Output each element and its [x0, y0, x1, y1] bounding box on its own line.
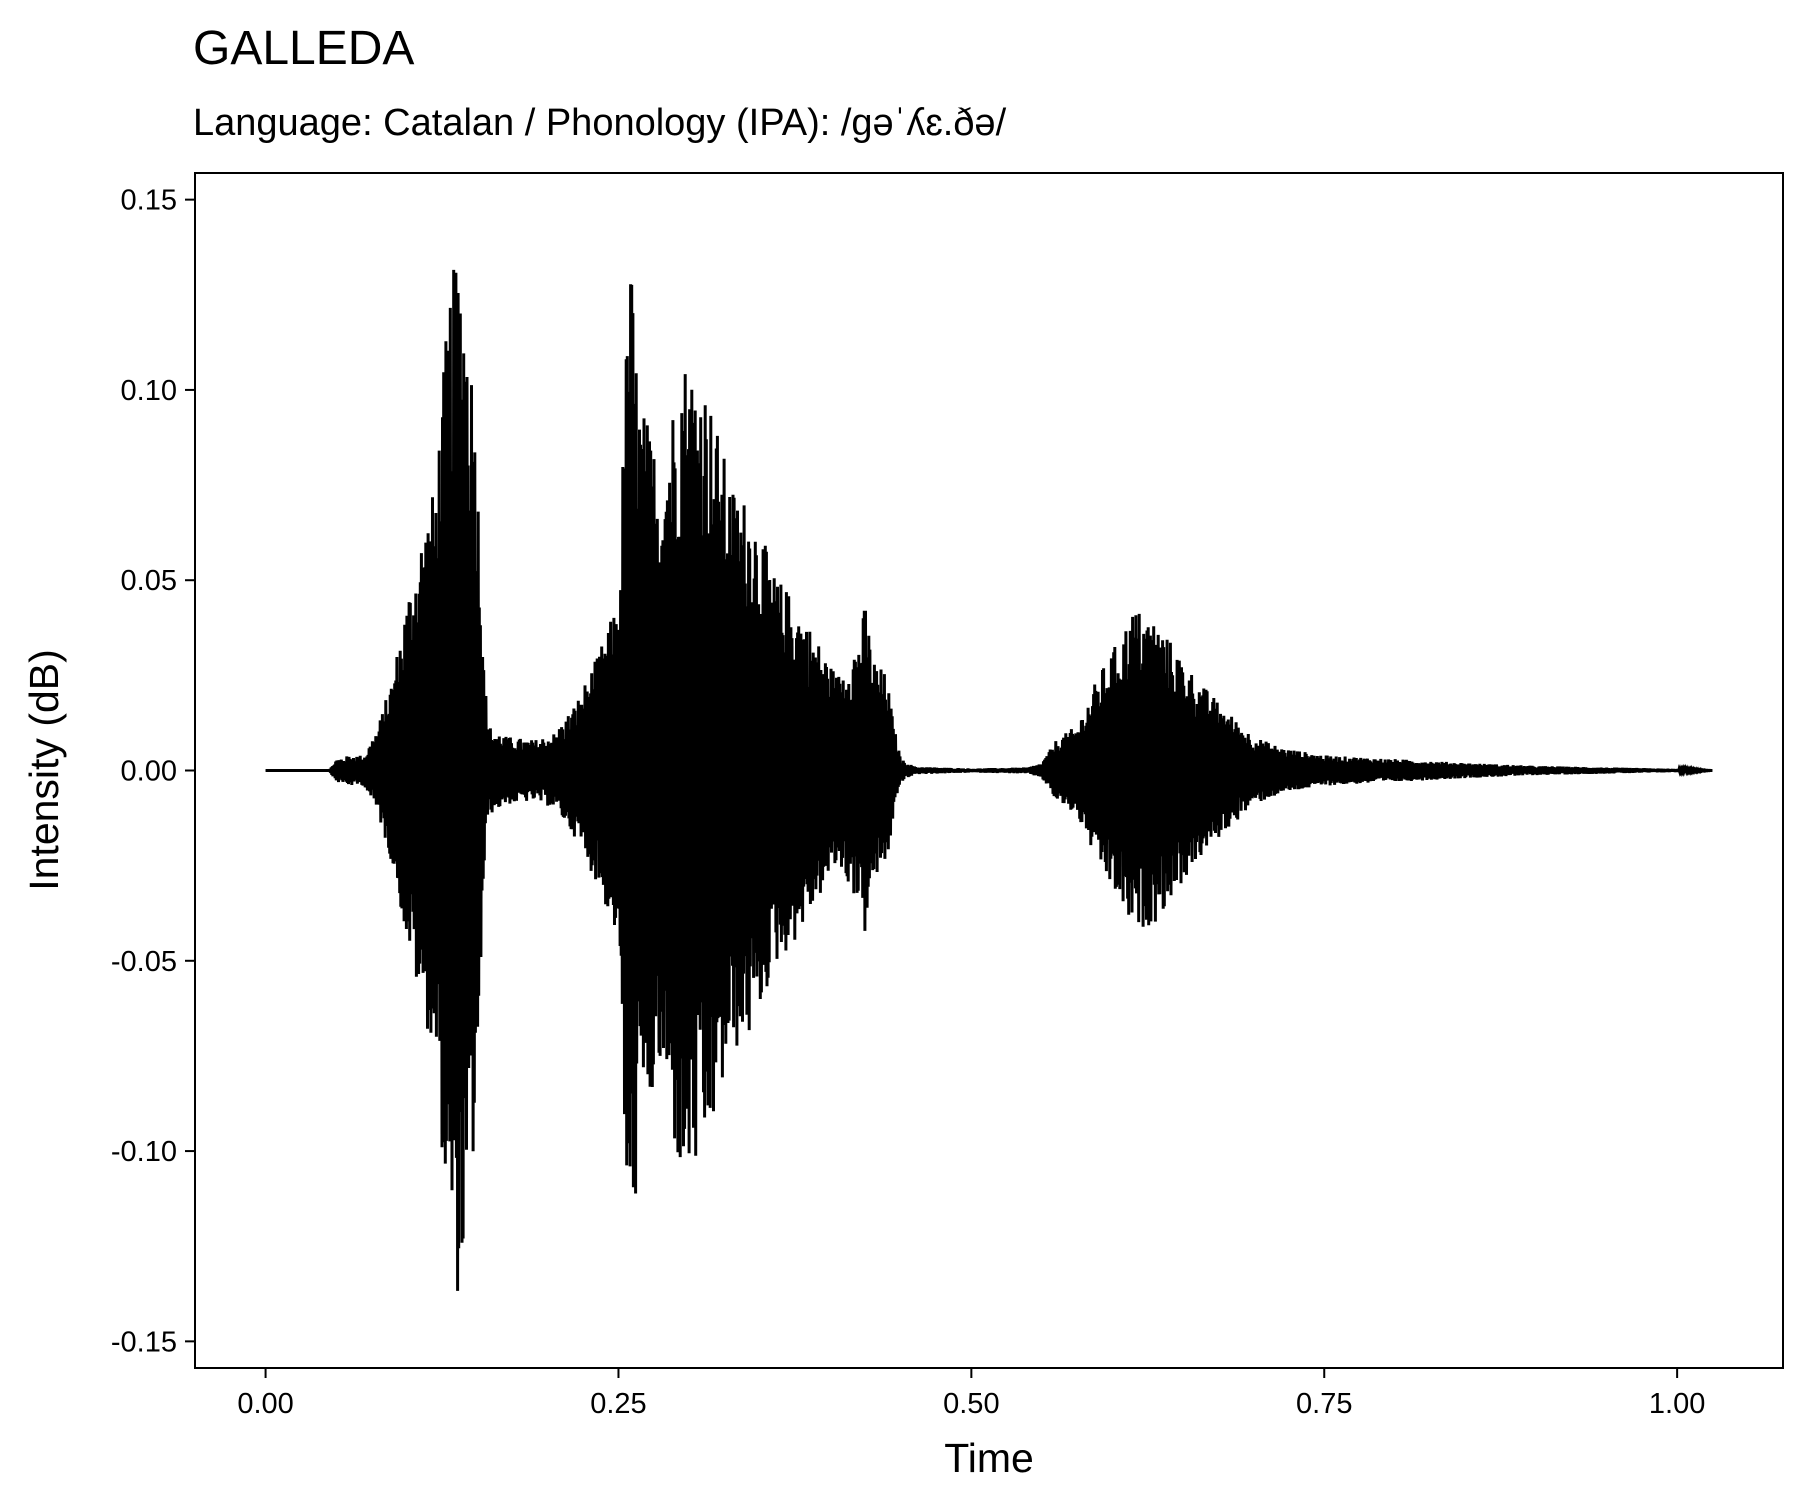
- chart-title: GALLEDA: [193, 22, 414, 75]
- y-tick-label: 0.15: [121, 185, 177, 217]
- x-tick-label: 1.00: [1649, 1388, 1705, 1420]
- y-axis: 0.15 0.10 0.05 0.00 -0.05 -0.10 -0.15: [111, 185, 195, 1358]
- y-tick-label: -0.10: [111, 1136, 177, 1168]
- x-axis: 0.00 0.25 0.50 0.75 1.00: [237, 1368, 1705, 1420]
- y-tick-label: -0.05: [111, 946, 177, 978]
- chart-subtitle: Language: Catalan / Phonology (IPA): /ɡə…: [193, 102, 1007, 144]
- waveform-series: [265, 269, 1713, 1291]
- y-tick-label: 0.10: [121, 375, 177, 407]
- y-tick-label: 0.05: [121, 565, 177, 597]
- x-tick-label: 0.00: [237, 1388, 293, 1420]
- y-tick-label: -0.15: [111, 1326, 177, 1358]
- waveform-line: [265, 269, 1713, 1291]
- y-tick-label: 0.00: [121, 756, 177, 788]
- y-axis-title: Intensity (dB): [21, 649, 67, 891]
- x-axis-title: Time: [944, 1435, 1034, 1481]
- x-tick-label: 0.50: [943, 1388, 999, 1420]
- x-tick-label: 0.25: [590, 1388, 646, 1420]
- x-tick-label: 0.75: [1296, 1388, 1352, 1420]
